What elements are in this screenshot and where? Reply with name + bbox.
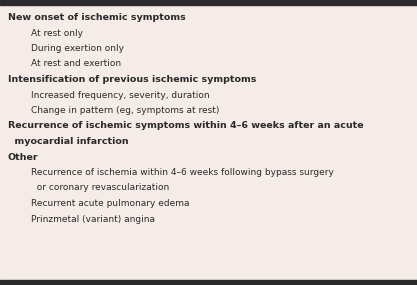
Text: Increased frequency, severity, duration: Increased frequency, severity, duration — [31, 91, 210, 99]
Text: Other: Other — [8, 152, 38, 162]
Text: or coronary revascularization: or coronary revascularization — [31, 184, 170, 192]
Text: Recurrence of ischemic symptoms within 4–6 weeks after an acute: Recurrence of ischemic symptoms within 4… — [8, 121, 363, 131]
Text: At rest only: At rest only — [31, 28, 83, 38]
Text: myocardial infarction: myocardial infarction — [8, 137, 128, 146]
Text: Recurrent acute pulmonary edema: Recurrent acute pulmonary edema — [31, 199, 190, 208]
Text: Prinzmetal (variant) angina: Prinzmetal (variant) angina — [31, 215, 155, 223]
Text: Intensification of previous ischemic symptoms: Intensification of previous ischemic sym… — [8, 75, 256, 84]
Bar — [0, 280, 417, 285]
Text: During exertion only: During exertion only — [31, 44, 124, 53]
Text: Recurrence of ischemia within 4–6 weeks following bypass surgery: Recurrence of ischemia within 4–6 weeks … — [31, 168, 334, 177]
Bar — [0, 0, 417, 5]
Text: New onset of ischemic symptoms: New onset of ischemic symptoms — [8, 13, 185, 22]
Text: At rest and exertion: At rest and exertion — [31, 60, 121, 68]
Text: Change in pattern (eg, symptoms at rest): Change in pattern (eg, symptoms at rest) — [31, 106, 220, 115]
